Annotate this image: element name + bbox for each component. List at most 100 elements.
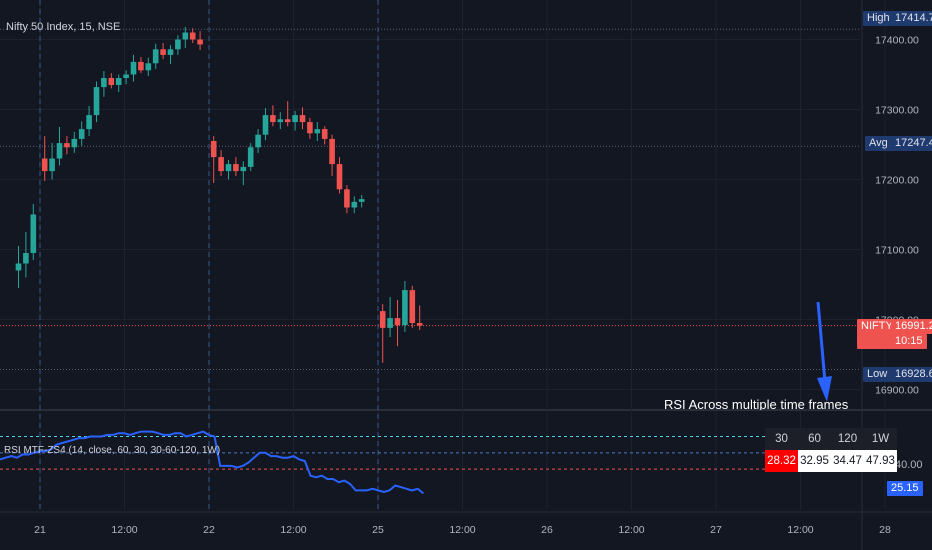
candle-body [351, 201, 358, 208]
candle-body [15, 263, 22, 271]
candle-body [71, 138, 78, 148]
rsi-table-value: 32.95 [798, 450, 831, 472]
candle-body [167, 49, 174, 55]
annotation-arrow-icon [816, 301, 832, 402]
candle-body [218, 157, 224, 172]
time-tick-label: 26 [541, 524, 553, 536]
price-axis: 17400.0017300.0017200.0017100.0017000.00… [875, 35, 919, 397]
candle-body [64, 143, 70, 148]
rsi-table-header: 30 [765, 428, 798, 450]
candle-body [175, 39, 181, 50]
time-tick-label: 12:00 [449, 524, 475, 536]
candle-body [123, 74, 129, 78]
candle-body [138, 61, 144, 71]
low-tag-label: Low [863, 367, 892, 382]
candle-body [86, 115, 92, 130]
rsi-table-header: 60 [798, 428, 831, 450]
candlestick-series [15, 26, 423, 363]
candle-body [197, 39, 203, 45]
rsi-table-value-row: 28.32 32.95 34.47 47.93 [765, 450, 897, 472]
candle-body [240, 166, 247, 172]
nifty-tag-value: 16991.25 [891, 319, 932, 334]
candle-body [270, 115, 276, 123]
candle-body [292, 115, 298, 123]
price-tick-label: 17200.00 [875, 175, 919, 187]
candle-body [409, 290, 416, 323]
candle-body [329, 138, 335, 165]
price-tick-label: 17100.00 [875, 245, 919, 257]
candle-body [210, 141, 217, 158]
candle-body [379, 311, 386, 328]
avg-tag-label: Avg [865, 136, 892, 151]
rsi-line [0, 430, 425, 495]
rsi-table-header-row: 30 60 120 1W [765, 428, 897, 450]
candle-body [56, 143, 63, 159]
chart-title: Nifty 50 Index, 15, NSE [6, 21, 121, 33]
rsi-indicator-label[interactable]: RSI MTF-ZS4 (14, close, 60, 30, 30-60-12… [4, 445, 221, 456]
price-tick-label: 16900.00 [875, 385, 919, 397]
rsi-table-value: 28.32 [765, 450, 798, 472]
rsi-table-value: 34.47 [831, 450, 864, 472]
candle-body [145, 63, 152, 71]
candle-body [49, 158, 55, 172]
rsi-current-tag: 25.15 [887, 481, 923, 496]
candle-body [160, 49, 166, 55]
candle-body [101, 78, 107, 88]
candle-body [23, 253, 29, 264]
candle-body [247, 147, 254, 167]
price-tick-label: 17300.00 [875, 105, 919, 117]
time-tick-label: 12:00 [280, 524, 306, 536]
candle-body [416, 323, 423, 326]
candle-body [41, 158, 48, 172]
candle-body [277, 119, 284, 123]
candle-body [182, 32, 189, 40]
time-tick-label: 12:00 [618, 524, 644, 536]
annotation-text: RSI Across multiple time frames [664, 397, 849, 410]
candle-body [394, 318, 401, 326]
candle-body [30, 214, 37, 253]
time-tick-label: 28 [879, 524, 891, 536]
candle-body [262, 115, 269, 135]
candle-body [93, 87, 100, 116]
avg-tag-value: 17247.45 [891, 136, 932, 151]
candle-body [299, 115, 306, 123]
time-tick-label: 22 [203, 524, 215, 536]
candle-body [233, 164, 239, 172]
rsi-pane [0, 430, 860, 495]
candle-body [387, 318, 393, 328]
candle-body [255, 134, 261, 148]
candle-body [402, 290, 408, 326]
candle-body [152, 49, 159, 64]
time-tick-label: 25 [372, 524, 384, 536]
candle-body [130, 61, 137, 75]
candle-body [284, 119, 291, 123]
candle-body [189, 32, 196, 40]
high-tag-value: 17414.70 [891, 11, 932, 26]
time-tick-label: 12:00 [111, 524, 137, 536]
time-tick-label: 12:00 [787, 524, 813, 536]
candle-body [344, 189, 350, 208]
reference-lines [0, 28, 860, 370]
arrow-head [817, 376, 832, 402]
high-tag-label: High [863, 11, 894, 26]
price-tick-label: 17400.00 [875, 35, 919, 47]
candle-body [314, 129, 321, 134]
time-axis: 21 12:00 22 12:00 25 12:00 26 12:00 27 12:00 28 [34, 524, 891, 536]
time-tick-label: 27 [710, 524, 722, 536]
nifty-tag-time: 10:15 [891, 334, 927, 349]
candle-body [115, 78, 122, 85]
candle-body [78, 129, 85, 139]
rsi-level-40-label: 40.00 [895, 459, 923, 471]
rsi-table-header: 120 [831, 428, 864, 450]
time-tick-label: 21 [34, 524, 46, 536]
rsi-table-value: 47.93 [864, 450, 897, 472]
candle-body [321, 129, 328, 139]
session-dividers [39, 0, 379, 510]
candle-body [358, 199, 365, 202]
candle-body [108, 78, 115, 85]
candle-body [225, 164, 232, 172]
nifty-tag-label: NIFTY [857, 319, 897, 349]
rsi-table: 30 60 120 1W 28.32 32.95 34.47 47.93 [765, 428, 897, 472]
arrow-shaft [816, 301, 827, 383]
